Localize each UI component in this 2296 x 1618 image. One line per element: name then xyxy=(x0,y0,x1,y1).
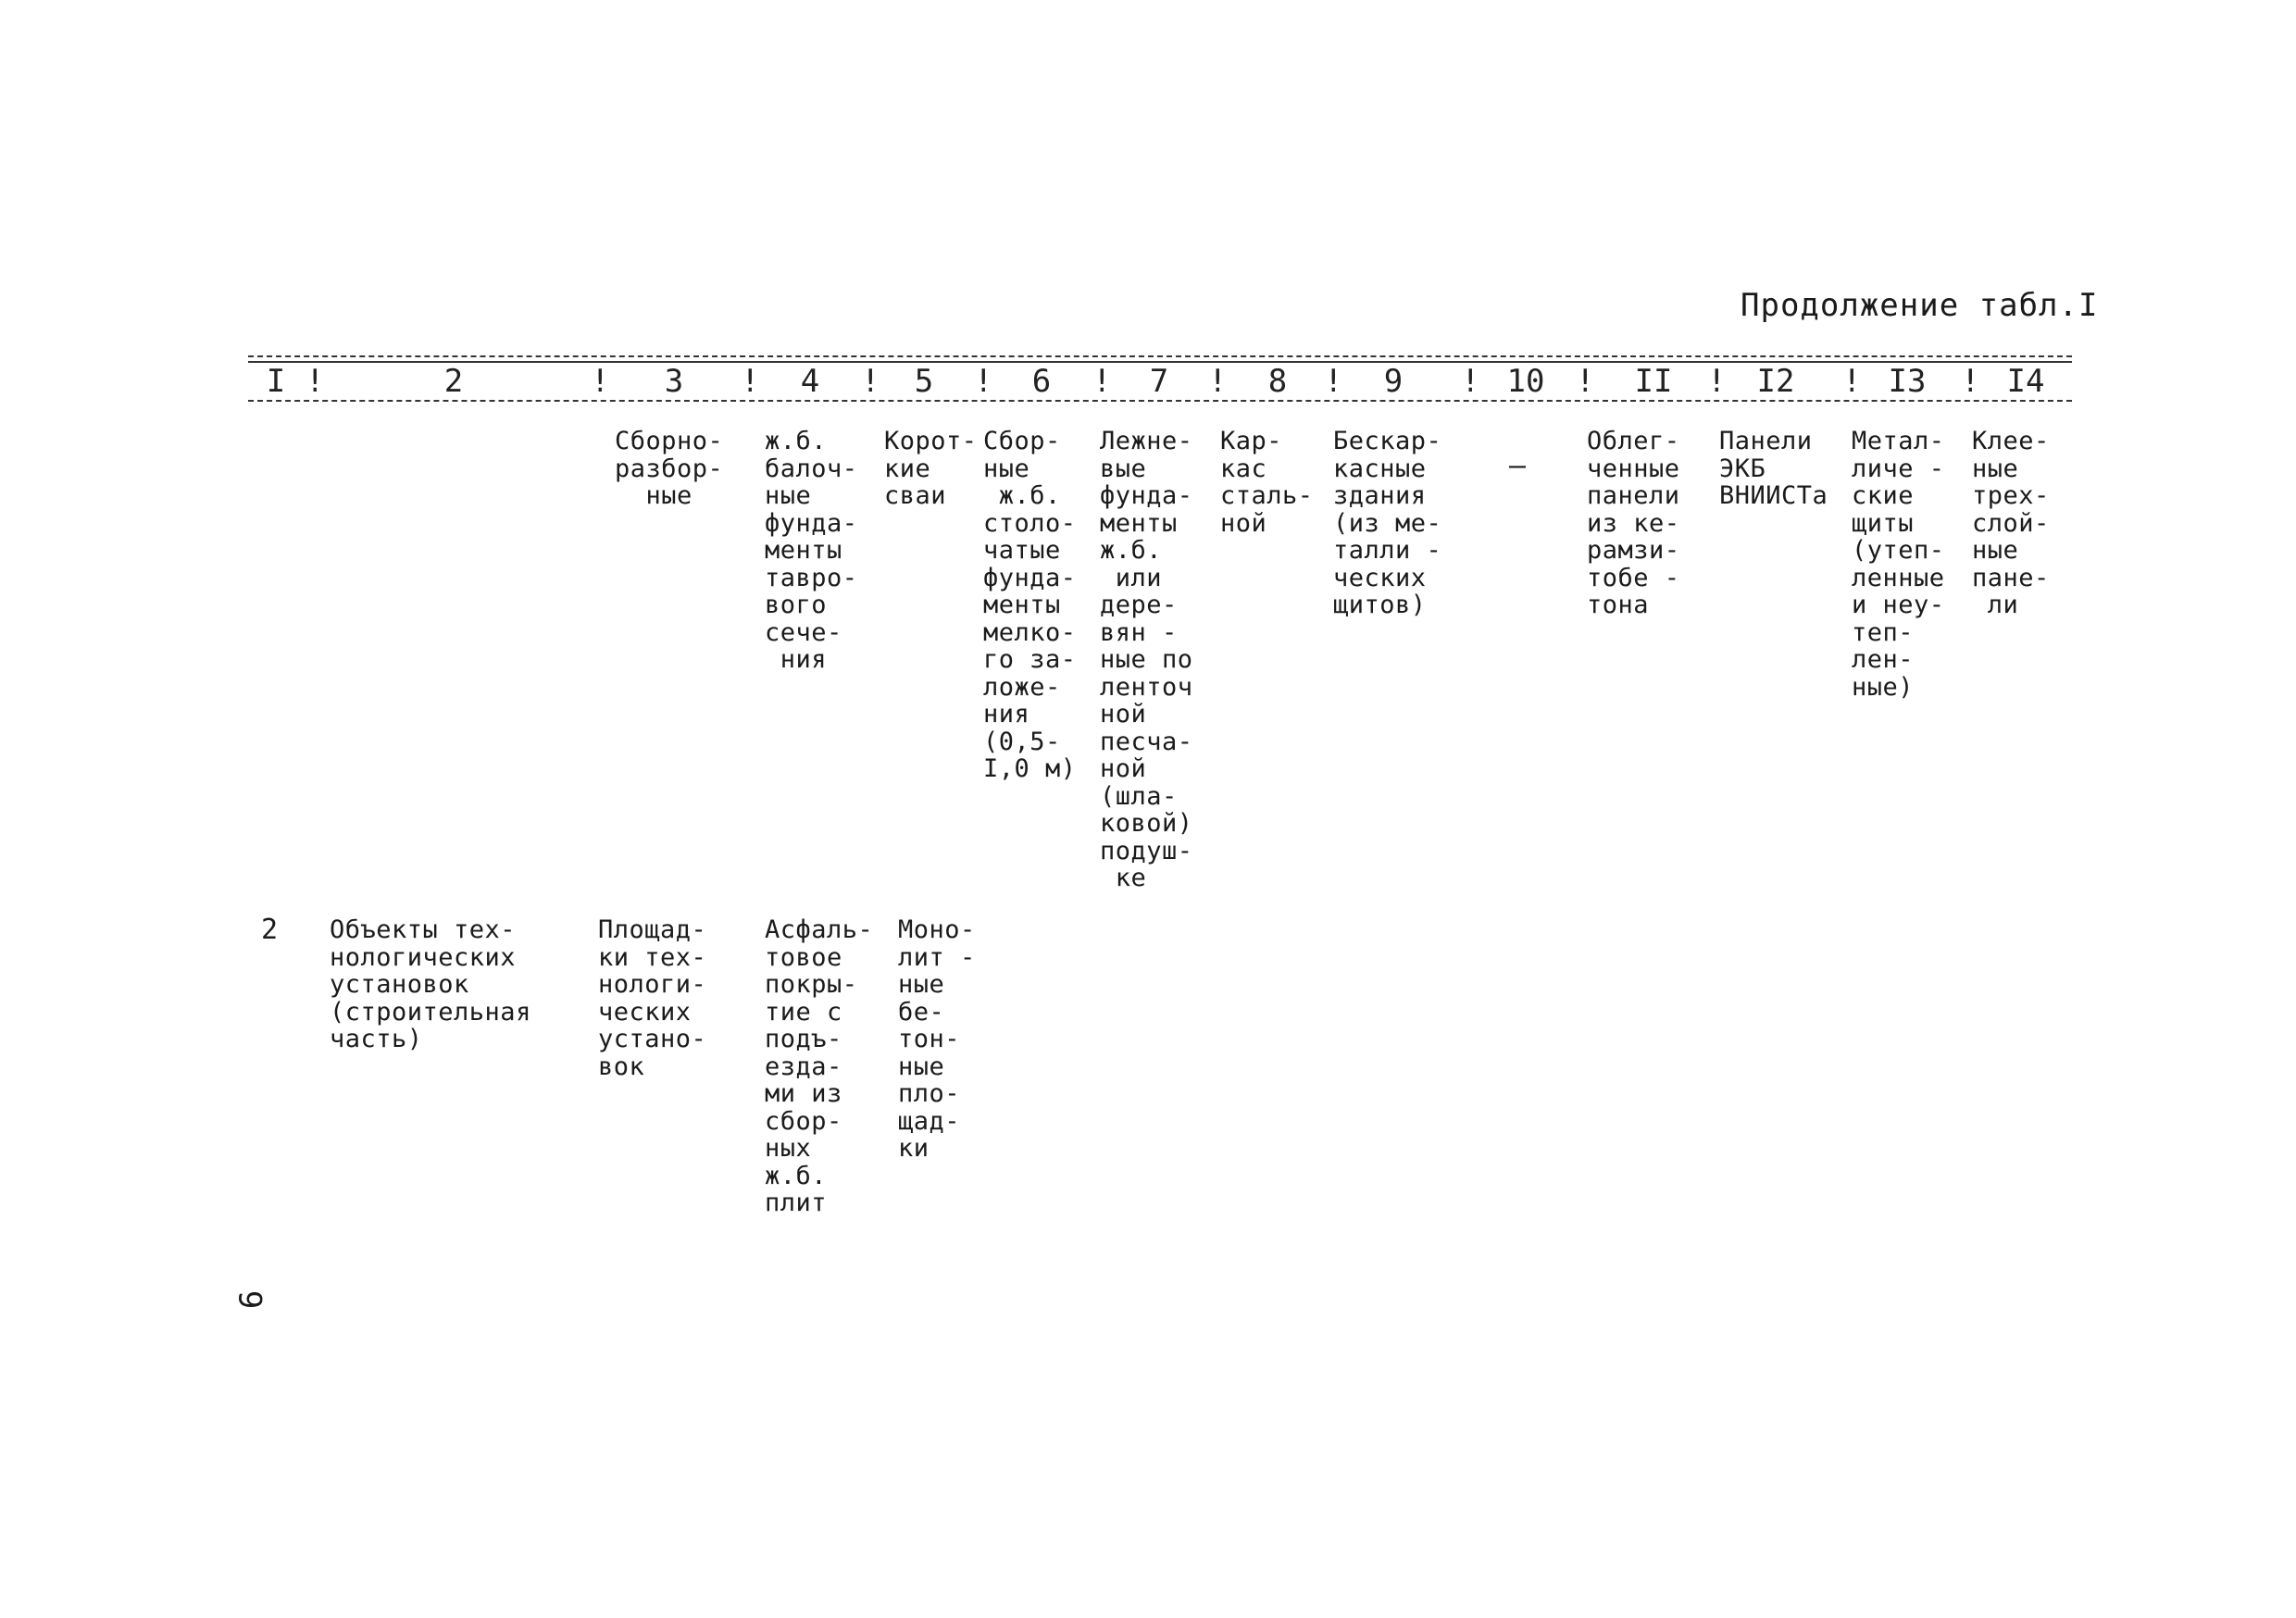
header-col-6: 6 xyxy=(1031,363,1052,400)
column-separator: ! xyxy=(974,363,993,400)
column-separator: ! xyxy=(741,363,760,400)
row1-col11: Облег- ченные панели из ке- рамзи- тобе … xyxy=(1587,427,1680,619)
page-number: 6 xyxy=(233,1289,271,1310)
row2-col2: Объекты тех- нологических установок (стр… xyxy=(330,915,531,1053)
header-col-4: 4 xyxy=(800,363,820,400)
row2-col1: 2 xyxy=(261,914,279,946)
row1-col14: Клее- ные трех- слой- ные пане- ли xyxy=(1972,427,2050,619)
column-separator: ! xyxy=(1707,363,1727,400)
column-separator: ! xyxy=(1208,363,1228,400)
row2-col5: Моно- лит - ные бе- тон- ные пло- щад- к… xyxy=(898,915,976,1163)
row1-col12: Панели ЭКБ ВНИИСТа xyxy=(1719,427,1828,510)
table-caption: Продолжение табл.I xyxy=(1741,287,2099,324)
header-col-5: 5 xyxy=(914,363,934,400)
column-separator: ! xyxy=(1576,363,1595,400)
column-separator: ! xyxy=(306,363,325,400)
header-top-rule-solid xyxy=(248,361,2072,363)
row1-col5: Корот- кие сваи xyxy=(884,427,978,510)
column-separator: ! xyxy=(591,363,610,400)
column-separator: ! xyxy=(1961,363,1980,400)
column-separator: ! xyxy=(1842,363,1862,400)
header-col-1: I xyxy=(266,363,286,400)
header-col-10: 10 xyxy=(1506,363,1545,400)
column-separator: ! xyxy=(861,363,880,400)
row1-col3: Сборно- разбор- ные xyxy=(615,427,724,510)
header-col-9: 9 xyxy=(1383,363,1404,400)
row1-col9: Бескар- касные здания (из ме- талли - че… xyxy=(1333,427,1442,619)
row1-col10: – xyxy=(1509,450,1527,482)
row2-col3: Площад- ки тех- нологи- ческих устано- в… xyxy=(598,915,707,1081)
column-separator: ! xyxy=(1324,363,1343,400)
header-col-13: I3 xyxy=(1888,363,1927,400)
header-col-12: I2 xyxy=(1756,363,1795,400)
column-separator: ! xyxy=(1092,363,1112,400)
header-col-8: 8 xyxy=(1267,363,1288,400)
row1-col4: ж.б. балоч- ные фунда- менты тавро- вого… xyxy=(765,427,858,674)
row1-col7: Лежне- вые фунда- менты ж.б. или дере- в… xyxy=(1100,427,1193,892)
header-col-14: I4 xyxy=(2006,363,2045,400)
header-top-rule xyxy=(248,355,2072,357)
header-col-7: 7 xyxy=(1149,363,1169,400)
header-bottom-rule xyxy=(248,400,2072,402)
row2-col4: Асфаль- товое покры- тие с подъ- езда- м… xyxy=(765,915,874,1217)
header-col-2: 2 xyxy=(443,363,464,400)
header-col-11: II xyxy=(1634,363,1673,400)
row1-col6: Сбор- ные ж.б. столо- чатые фунда- менты… xyxy=(983,427,1077,783)
row1-col13: Метал- личе - ские щиты (утеп- ленные и … xyxy=(1852,427,1945,702)
row1-col8: Кар- кас сталь- ной xyxy=(1220,427,1314,538)
column-separator: ! xyxy=(1461,363,1480,400)
header-col-3: 3 xyxy=(664,363,684,400)
